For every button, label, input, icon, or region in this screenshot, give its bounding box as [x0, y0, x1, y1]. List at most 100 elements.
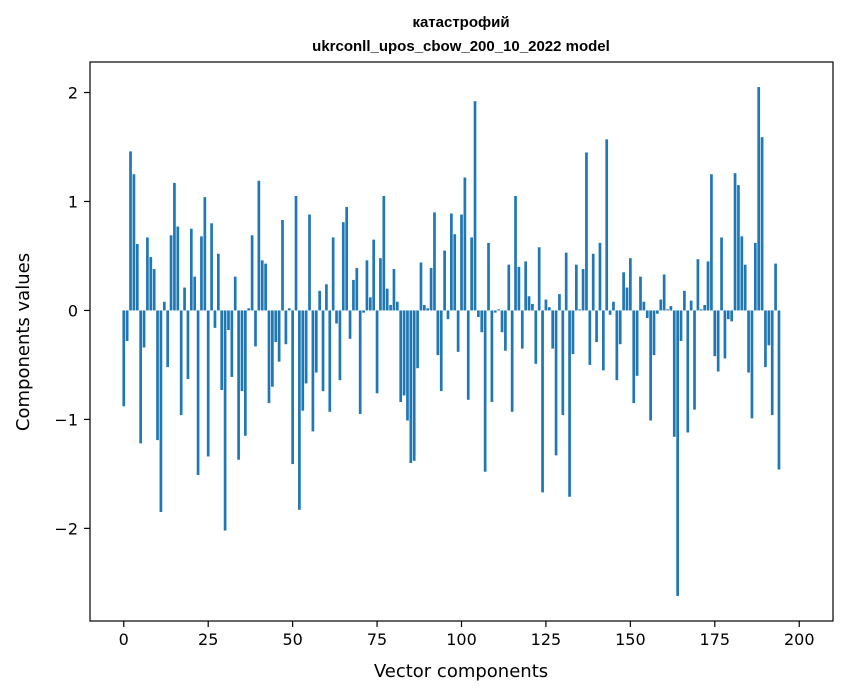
bar: [477, 310, 480, 317]
bar: [186, 310, 190, 380]
x-tick-label: 75: [367, 630, 387, 649]
bar: [341, 222, 345, 311]
bar: [368, 297, 372, 311]
bar: [132, 174, 136, 311]
bar: [608, 310, 612, 315]
x-tick-label: 125: [531, 630, 562, 649]
x-tick-label: 50: [282, 630, 302, 649]
bar: [473, 101, 477, 311]
bar: [193, 276, 197, 311]
bar: [439, 310, 443, 392]
bar: [291, 310, 294, 465]
bar: [254, 310, 257, 347]
bar: [581, 269, 585, 311]
bar: [652, 310, 656, 356]
bar: [412, 310, 416, 461]
bar: [274, 310, 278, 343]
bar: [355, 267, 359, 311]
bar: [676, 310, 679, 596]
bar: [304, 310, 308, 384]
bar: [483, 310, 487, 472]
bar: [588, 310, 592, 365]
y-tick-label: 2: [68, 84, 78, 103]
bar: [737, 185, 740, 311]
x-tick-label: 150: [615, 630, 646, 649]
bar: [237, 310, 240, 460]
bar: [183, 287, 186, 311]
bar: [149, 257, 153, 311]
bar: [230, 310, 234, 377]
bar: [443, 250, 446, 311]
bar: [696, 259, 700, 311]
bar: [281, 220, 284, 311]
bar: [210, 223, 213, 311]
bar: [125, 310, 129, 341]
bar: [166, 310, 170, 368]
bar: [585, 152, 588, 311]
bar: [298, 310, 301, 510]
bar: [264, 263, 267, 311]
bar: [233, 276, 237, 311]
bar: [348, 310, 352, 339]
bar: [453, 234, 457, 311]
bar: [142, 310, 146, 348]
bar: [632, 310, 636, 404]
bar: [547, 307, 551, 311]
bar: [740, 236, 744, 311]
bar: [301, 310, 305, 411]
bar: [767, 310, 771, 346]
bar: [656, 310, 659, 314]
bar: [554, 310, 558, 456]
bar: [693, 310, 696, 410]
y-tick-label: −1: [54, 410, 78, 429]
bar: [639, 276, 642, 311]
bar: [574, 264, 578, 311]
bar: [598, 242, 602, 311]
bar: [578, 309, 582, 311]
y-axis-label: Components values: [13, 253, 34, 431]
bar: [213, 310, 217, 328]
bar: [406, 310, 409, 421]
bar: [713, 310, 717, 357]
bar: [774, 263, 777, 311]
bar: [470, 237, 473, 311]
bar: [750, 310, 754, 419]
bar: [612, 301, 615, 311]
bar: [162, 301, 166, 311]
chart-subtitle: ukrconll_upos_cbow_200_10_2022 model: [312, 38, 610, 55]
bar: [328, 310, 332, 412]
bar: [686, 310, 690, 433]
bar: [426, 308, 430, 311]
bar: [757, 87, 761, 311]
bar: [561, 310, 565, 416]
bar: [520, 310, 524, 349]
chart-title: катастрофий: [412, 14, 509, 31]
bar: [642, 301, 646, 311]
bar: [777, 310, 781, 470]
bar: [659, 299, 663, 311]
bar: [618, 310, 622, 345]
bar: [416, 310, 419, 369]
x-axis-label: Vector components: [374, 661, 548, 682]
bar: [625, 287, 629, 311]
bar: [669, 306, 673, 311]
bar: [753, 242, 757, 311]
bar: [723, 310, 727, 359]
x-axis: 0 25 50 75 100 125 150 175 200: [119, 621, 815, 649]
bar: [169, 235, 173, 311]
bar: [247, 308, 251, 311]
bar: [176, 226, 180, 311]
bar: [720, 237, 723, 311]
bar: [541, 310, 544, 493]
bar: [703, 305, 707, 311]
bar: [389, 305, 392, 311]
bar: [146, 237, 149, 311]
bar: [220, 310, 224, 390]
bar: [689, 300, 693, 311]
bar: [345, 206, 349, 311]
x-tick-label: 175: [700, 630, 731, 649]
bar: [287, 308, 291, 311]
bar: [402, 310, 406, 396]
bar: [622, 272, 625, 311]
